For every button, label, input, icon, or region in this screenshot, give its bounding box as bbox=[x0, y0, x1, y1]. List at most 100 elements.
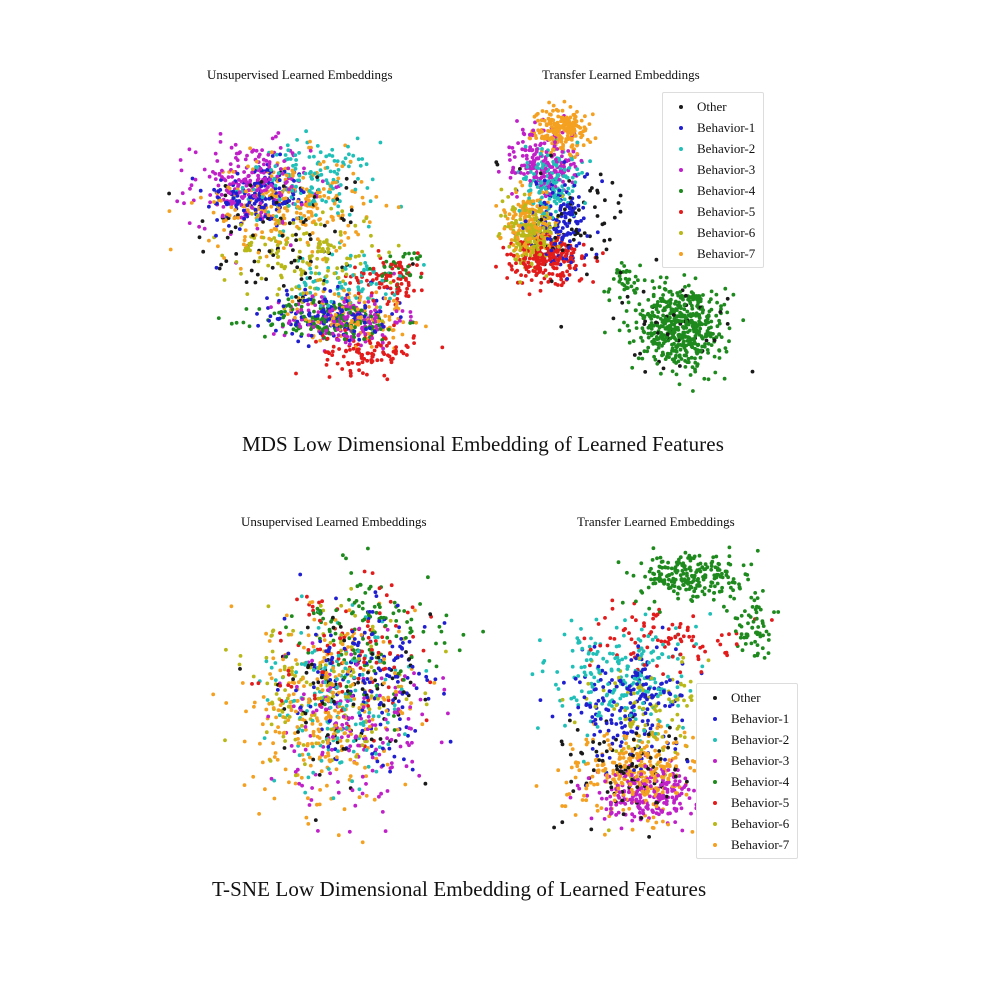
point-behavior-6 bbox=[357, 657, 361, 661]
point-behavior-7 bbox=[268, 672, 272, 676]
point-behavior-4 bbox=[629, 284, 634, 289]
point-behavior-3 bbox=[310, 294, 315, 299]
point-behavior-2 bbox=[331, 177, 336, 182]
point-behavior-4 bbox=[639, 335, 643, 340]
point-behavior-2 bbox=[525, 165, 530, 169]
point-behavior-3 bbox=[496, 169, 501, 174]
point-behavior-4 bbox=[405, 620, 409, 624]
point-behavior-4 bbox=[348, 691, 352, 696]
point-behavior-3 bbox=[515, 119, 519, 123]
point-behavior-2 bbox=[307, 155, 312, 159]
point-behavior-1 bbox=[373, 590, 378, 595]
point-behavior-4 bbox=[351, 648, 356, 653]
point-behavior-5 bbox=[381, 261, 386, 265]
point-behavior-7 bbox=[241, 242, 246, 247]
point-behavior-5 bbox=[411, 336, 416, 340]
point-behavior-3 bbox=[320, 752, 324, 757]
point-behavior-4 bbox=[622, 264, 627, 268]
point-behavior-6 bbox=[277, 287, 282, 291]
point-behavior-6 bbox=[499, 187, 504, 192]
point-behavior-4 bbox=[717, 321, 722, 326]
point-behavior-3 bbox=[323, 314, 328, 319]
point-behavior-4 bbox=[702, 376, 707, 381]
point-other bbox=[311, 681, 316, 685]
point-behavior-2 bbox=[331, 198, 336, 203]
point-behavior-3 bbox=[385, 736, 389, 741]
point-behavior-4 bbox=[624, 270, 628, 274]
point-behavior-5 bbox=[344, 609, 348, 614]
point-behavior-4 bbox=[663, 339, 668, 344]
point-behavior-4 bbox=[353, 651, 357, 656]
point-behavior-7 bbox=[396, 205, 401, 210]
point-behavior-4 bbox=[617, 274, 622, 278]
point-behavior-3 bbox=[311, 710, 315, 715]
point-behavior-5 bbox=[535, 264, 540, 269]
point-other bbox=[618, 193, 623, 198]
point-behavior-7 bbox=[271, 656, 276, 661]
point-behavior-1 bbox=[577, 228, 582, 233]
point-behavior-2 bbox=[325, 165, 330, 170]
point-behavior-3 bbox=[309, 798, 314, 802]
point-behavior-2 bbox=[336, 653, 341, 658]
point-behavior-7 bbox=[267, 701, 272, 706]
point-behavior-1 bbox=[253, 207, 258, 212]
point-behavior-7 bbox=[299, 775, 304, 780]
point-behavior-2 bbox=[374, 751, 378, 756]
point-behavior-5 bbox=[325, 336, 330, 341]
point-behavior-2 bbox=[277, 197, 282, 202]
point-behavior-5 bbox=[362, 660, 366, 665]
point-behavior-7 bbox=[339, 239, 344, 244]
point-behavior-7 bbox=[372, 797, 377, 802]
point-behavior-2 bbox=[562, 197, 567, 202]
point-behavior-4 bbox=[661, 313, 665, 318]
point-other bbox=[295, 265, 300, 270]
point-behavior-6 bbox=[364, 216, 369, 221]
point-behavior-2 bbox=[561, 188, 565, 192]
point-behavior-1 bbox=[190, 176, 195, 181]
point-behavior-5 bbox=[541, 271, 546, 275]
point-behavior-2 bbox=[357, 711, 361, 715]
point-other bbox=[642, 322, 647, 326]
point-behavior-6 bbox=[270, 700, 274, 705]
point-behavior-4 bbox=[353, 325, 357, 330]
point-behavior-1 bbox=[312, 685, 316, 690]
point-behavior-3 bbox=[332, 319, 337, 324]
point-behavior-7 bbox=[301, 676, 305, 681]
point-behavior-1 bbox=[231, 196, 236, 201]
point-behavior-1 bbox=[296, 339, 301, 344]
point-other bbox=[607, 237, 612, 242]
point-behavior-3 bbox=[244, 183, 249, 188]
point-other bbox=[589, 247, 594, 252]
point-other bbox=[349, 208, 354, 213]
point-behavior-2 bbox=[540, 195, 544, 200]
point-behavior-7 bbox=[526, 237, 530, 242]
point-behavior-5 bbox=[387, 639, 392, 644]
point-behavior-6 bbox=[387, 250, 391, 255]
point-behavior-7 bbox=[547, 112, 552, 117]
legend-marker bbox=[679, 230, 683, 235]
point-behavior-5 bbox=[322, 633, 326, 638]
point-behavior-3 bbox=[336, 333, 341, 337]
point-behavior-7 bbox=[306, 216, 311, 221]
point-behavior-1 bbox=[387, 666, 392, 671]
point-behavior-6 bbox=[293, 674, 297, 678]
point-behavior-5 bbox=[374, 276, 379, 281]
point-behavior-1 bbox=[285, 292, 290, 297]
point-behavior-3 bbox=[211, 170, 215, 174]
point-behavior-7 bbox=[574, 120, 578, 124]
point-behavior-1 bbox=[572, 183, 577, 188]
point-behavior-2 bbox=[314, 213, 318, 217]
point-behavior-1 bbox=[569, 260, 573, 265]
point-behavior-7 bbox=[367, 220, 372, 224]
point-behavior-1 bbox=[565, 203, 570, 207]
point-behavior-7 bbox=[511, 230, 515, 235]
point-behavior-5 bbox=[421, 648, 426, 653]
point-behavior-7 bbox=[374, 305, 379, 309]
point-behavior-7 bbox=[546, 116, 551, 121]
point-behavior-2 bbox=[370, 177, 375, 182]
point-behavior-4 bbox=[690, 306, 695, 311]
point-behavior-3 bbox=[560, 154, 564, 159]
point-behavior-4 bbox=[686, 297, 690, 302]
point-behavior-2 bbox=[324, 154, 329, 159]
point-behavior-6 bbox=[532, 239, 537, 244]
